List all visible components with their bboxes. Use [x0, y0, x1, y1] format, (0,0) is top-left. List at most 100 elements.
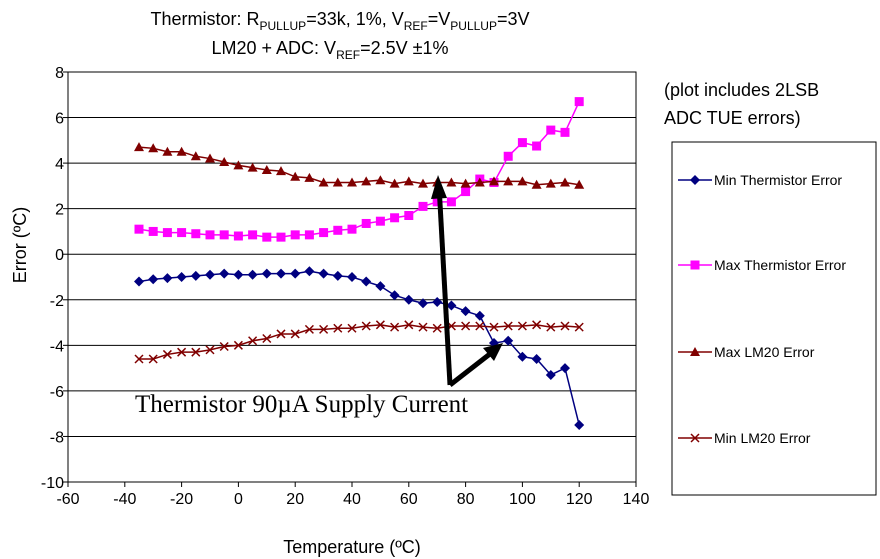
series-2: [134, 142, 585, 189]
legend-marker: [690, 433, 700, 443]
y-tick-label: -4: [50, 338, 64, 355]
data-point: [432, 197, 442, 207]
data-point: [432, 323, 442, 333]
gridlines: [68, 117, 636, 437]
data-point: [347, 323, 357, 333]
data-point: [176, 146, 187, 156]
annotation-arrow-left-head: [431, 175, 447, 199]
data-point: [162, 146, 173, 156]
data-point: [162, 228, 172, 238]
data-point: [404, 211, 414, 220]
annotation-supply-current: Thermistor 90µA Supply Current: [135, 391, 468, 418]
data-point: [318, 268, 329, 279]
y-axis-label: Error (ºC): [10, 207, 30, 284]
legend: Min Thermistor Error Max Thermistor Error…: [678, 172, 846, 446]
data-point: [332, 177, 343, 187]
data-point: [219, 268, 230, 279]
data-point: [191, 229, 201, 239]
data-point: [134, 224, 144, 234]
data-point: [276, 232, 286, 242]
data-point: [375, 216, 385, 226]
data-point: [219, 341, 229, 352]
x-tick-label: 80: [457, 491, 475, 508]
y-tick-label: 8: [55, 65, 64, 82]
note-line1: (plot includes 2LSB: [664, 80, 819, 100]
data-point: [446, 177, 457, 187]
data-point: [390, 322, 400, 332]
data-point: [389, 178, 400, 188]
data-point: [432, 297, 443, 308]
data-point: [545, 369, 556, 380]
data-point: [531, 354, 542, 364]
y-tick-label: 6: [55, 111, 64, 128]
chart-title-line1: Thermistor: RPULLUP=33k, 1%, VREF=VPULLU…: [150, 9, 529, 33]
data-point: [489, 322, 499, 332]
x-tick-label: 100: [509, 491, 536, 508]
data-point: [546, 322, 556, 332]
legend-label: Min Thermistor Error: [714, 172, 842, 188]
y-tick-label: -8: [50, 429, 64, 446]
y-tick-label: -2: [50, 293, 64, 310]
data-point: [233, 340, 243, 350]
chart-title-line2: LM20 + ADC: VREF=2.5V ±1%: [212, 38, 449, 62]
data-point: [560, 127, 570, 137]
data-point: [574, 97, 584, 107]
annotation-arrow-right-head: [483, 343, 503, 361]
data-point: [446, 197, 456, 207]
data-point: [532, 320, 542, 330]
data-point: [418, 201, 428, 211]
data-point: [148, 226, 158, 236]
data-point: [177, 347, 187, 357]
data-point: [205, 269, 215, 280]
data-point: [347, 272, 357, 282]
legend-item: Min Thermistor Error: [678, 172, 842, 188]
data-point: [233, 160, 244, 170]
data-point: [148, 274, 159, 285]
data-point: [475, 321, 485, 331]
data-point: [134, 276, 144, 287]
data-point: [503, 176, 514, 186]
data-point: [503, 151, 513, 161]
legend-marker: [690, 347, 700, 356]
data-point: [162, 349, 172, 359]
data-point: [304, 324, 314, 334]
annotation-arrow-left: [436, 184, 453, 386]
data-point: [134, 354, 144, 364]
data-point: [418, 298, 428, 309]
x-tick-label: 60: [400, 491, 418, 508]
data-point: [546, 125, 556, 135]
data-point: [134, 142, 144, 152]
y-tick-label: 4: [55, 156, 64, 173]
series-1: [134, 97, 584, 242]
data-point: [290, 268, 301, 279]
data-point: [233, 269, 244, 280]
data-point: [446, 300, 457, 311]
legend-item: Min LM20 Error: [678, 430, 811, 446]
data-point: [503, 335, 514, 346]
data-point: [162, 273, 173, 284]
data-point: [389, 290, 400, 301]
data-point: [333, 323, 343, 333]
data-point: [517, 321, 527, 331]
data-point: [148, 143, 159, 153]
data-point: [560, 177, 570, 187]
data-point: [361, 218, 371, 228]
data-point: [261, 164, 272, 174]
data-point: [560, 363, 570, 374]
data-point: [375, 281, 386, 292]
data-point: [205, 153, 215, 163]
data-point: [262, 333, 272, 344]
x-tick-label: -20: [170, 491, 193, 508]
data-point: [190, 151, 201, 161]
data-point: [304, 230, 314, 240]
data-point: [403, 176, 414, 186]
data-point: [531, 179, 542, 189]
data-point: [574, 420, 585, 431]
data-point: [361, 276, 372, 287]
data-point: [333, 225, 343, 235]
y-tick-label: -6: [50, 384, 64, 401]
data-point: [517, 138, 527, 148]
data-point: [461, 321, 471, 331]
legend-marker: [690, 175, 700, 185]
